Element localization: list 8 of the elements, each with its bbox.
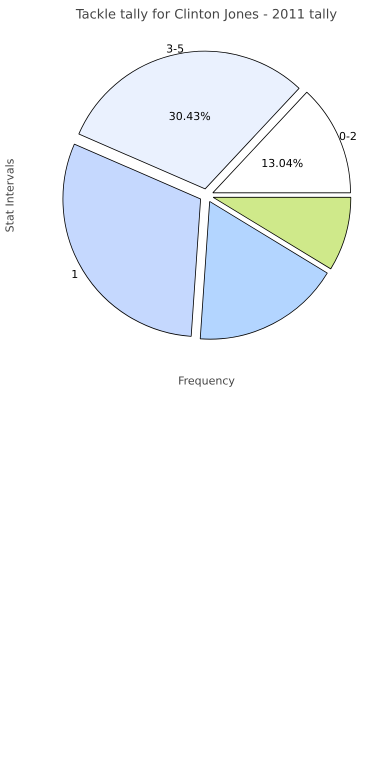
slice-label: 3-5 [166,42,184,56]
chart-title: Tackle tally for Clinton Jones - 2011 tally [74,8,338,22]
slice-label: 1 [71,268,78,282]
data-label: 13.04% [261,156,304,170]
text: Frequency [178,374,236,388]
text: Stat Intervals [4,158,16,232]
data-label: 30.43% [168,110,211,124]
slice-label: 0-2 [338,130,357,144]
